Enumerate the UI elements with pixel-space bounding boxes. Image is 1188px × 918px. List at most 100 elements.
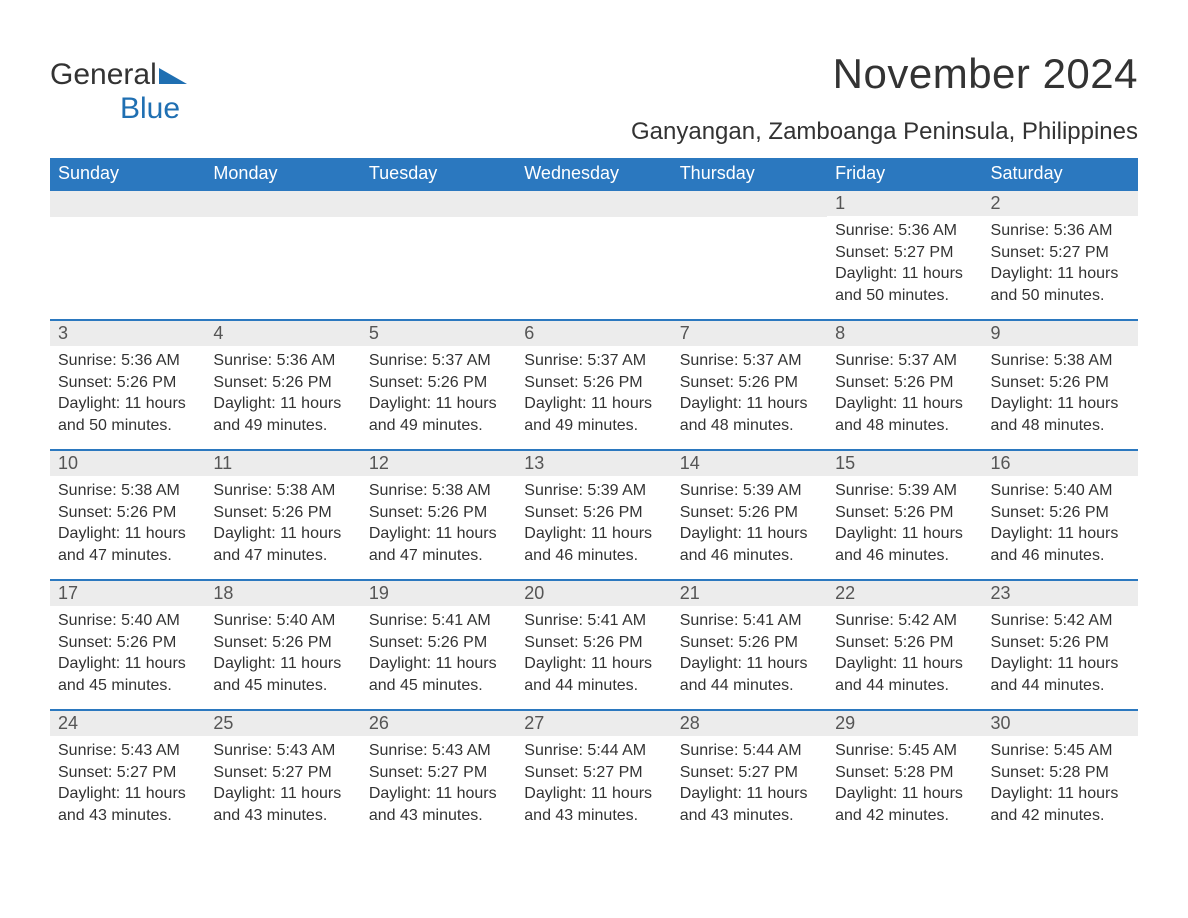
sunset-line: Sunset: 5:26 PM: [369, 372, 508, 394]
day-number: 21: [672, 581, 827, 606]
day-number: 3: [50, 321, 205, 346]
sunset-value: 5:26 PM: [428, 634, 488, 651]
sunset-line: Sunset: 5:26 PM: [524, 502, 663, 524]
daylight-line: Daylight: 11 hours and 43 minutes.: [213, 783, 352, 826]
weekday-header: Thursday: [672, 158, 827, 190]
day-details: Sunrise: 5:45 AMSunset: 5:28 PMDaylight:…: [983, 736, 1138, 832]
sunset-label: Sunset:: [835, 504, 889, 521]
daylight-label: Daylight:: [680, 785, 742, 802]
sunset-line: Sunset: 5:26 PM: [991, 372, 1130, 394]
day-cell: 25Sunrise: 5:43 AMSunset: 5:27 PMDayligh…: [205, 710, 360, 840]
sunset-label: Sunset:: [58, 634, 112, 651]
sunrise-value: 5:40 AM: [1054, 482, 1113, 499]
sunset-line: Sunset: 5:27 PM: [991, 242, 1130, 264]
sunset-value: 5:26 PM: [738, 374, 798, 391]
logo-flag-icon: [159, 64, 187, 84]
sunset-label: Sunset:: [835, 764, 889, 781]
sunrise-line: Sunrise: 5:36 AM: [213, 350, 352, 372]
sunset-line: Sunset: 5:27 PM: [835, 242, 974, 264]
day-number: 8: [827, 321, 982, 346]
daylight-line: Daylight: 11 hours and 47 minutes.: [58, 523, 197, 566]
weekday-header: Friday: [827, 158, 982, 190]
daylight-label: Daylight:: [991, 655, 1053, 672]
sunset-label: Sunset:: [991, 764, 1045, 781]
daylight-label: Daylight:: [58, 785, 120, 802]
sunrise-line: Sunrise: 5:45 AM: [835, 740, 974, 762]
sunset-label: Sunset:: [213, 764, 267, 781]
sunrise-label: Sunrise:: [213, 742, 272, 759]
day-details: Sunrise: 5:37 AMSunset: 5:26 PMDaylight:…: [672, 346, 827, 442]
sunset-line: Sunset: 5:26 PM: [369, 502, 508, 524]
sunset-value: 5:26 PM: [1049, 504, 1109, 521]
sunset-value: 5:27 PM: [1049, 244, 1109, 261]
empty-daynum-bar: [672, 191, 827, 217]
sunset-label: Sunset:: [680, 374, 734, 391]
day-cell: 10Sunrise: 5:38 AMSunset: 5:26 PMDayligh…: [50, 450, 205, 580]
sunset-value: 5:26 PM: [738, 634, 798, 651]
daylight-line: Daylight: 11 hours and 43 minutes.: [58, 783, 197, 826]
sunrise-line: Sunrise: 5:42 AM: [991, 610, 1130, 632]
sunset-label: Sunset:: [835, 374, 889, 391]
day-cell: 14Sunrise: 5:39 AMSunset: 5:26 PMDayligh…: [672, 450, 827, 580]
sunset-value: 5:26 PM: [583, 374, 643, 391]
sunrise-line: Sunrise: 5:44 AM: [680, 740, 819, 762]
sunset-value: 5:26 PM: [583, 504, 643, 521]
sunset-label: Sunset:: [213, 504, 267, 521]
logo-text: General Blue: [50, 58, 187, 126]
page-title: November 2024: [631, 50, 1138, 98]
day-details: Sunrise: 5:42 AMSunset: 5:26 PMDaylight:…: [983, 606, 1138, 702]
day-number: 28: [672, 711, 827, 736]
weekday-header: Tuesday: [361, 158, 516, 190]
sunset-line: Sunset: 5:26 PM: [835, 502, 974, 524]
empty-daynum-bar: [205, 191, 360, 217]
sunrise-value: 5:39 AM: [898, 482, 957, 499]
sunset-value: 5:26 PM: [583, 634, 643, 651]
day-number: 9: [983, 321, 1138, 346]
sunset-line: Sunset: 5:26 PM: [213, 632, 352, 654]
day-number: 6: [516, 321, 671, 346]
sunrise-label: Sunrise:: [991, 742, 1050, 759]
sunrise-label: Sunrise:: [369, 482, 428, 499]
sunset-value: 5:26 PM: [117, 374, 177, 391]
daylight-label: Daylight:: [991, 525, 1053, 542]
sunset-line: Sunset: 5:26 PM: [991, 502, 1130, 524]
sunset-label: Sunset:: [524, 504, 578, 521]
sunrise-value: 5:38 AM: [432, 482, 491, 499]
sunset-line: Sunset: 5:26 PM: [524, 372, 663, 394]
sunset-value: 5:28 PM: [894, 764, 954, 781]
sunset-label: Sunset:: [680, 634, 734, 651]
sunset-line: Sunset: 5:26 PM: [835, 372, 974, 394]
day-cell: 9Sunrise: 5:38 AMSunset: 5:26 PMDaylight…: [983, 320, 1138, 450]
day-cell: 21Sunrise: 5:41 AMSunset: 5:26 PMDayligh…: [672, 580, 827, 710]
sunset-line: Sunset: 5:26 PM: [58, 502, 197, 524]
logo-word1: General: [50, 58, 157, 91]
daylight-label: Daylight:: [213, 785, 275, 802]
empty-daynum-bar: [50, 191, 205, 217]
day-cell: 3Sunrise: 5:36 AMSunset: 5:26 PMDaylight…: [50, 320, 205, 450]
day-number: 17: [50, 581, 205, 606]
daylight-line: Daylight: 11 hours and 43 minutes.: [369, 783, 508, 826]
sunrise-value: 5:43 AM: [277, 742, 336, 759]
day-number: 18: [205, 581, 360, 606]
day-details: Sunrise: 5:40 AMSunset: 5:26 PMDaylight:…: [205, 606, 360, 702]
daylight-label: Daylight:: [213, 655, 275, 672]
day-details: Sunrise: 5:43 AMSunset: 5:27 PMDaylight:…: [361, 736, 516, 832]
sunset-label: Sunset:: [524, 634, 578, 651]
sunrise-label: Sunrise:: [58, 612, 117, 629]
week-row: 17Sunrise: 5:40 AMSunset: 5:26 PMDayligh…: [50, 580, 1138, 710]
sunrise-label: Sunrise:: [58, 352, 117, 369]
day-details: Sunrise: 5:38 AMSunset: 5:26 PMDaylight:…: [50, 476, 205, 572]
sunset-value: 5:28 PM: [1049, 764, 1109, 781]
sunset-line: Sunset: 5:26 PM: [213, 502, 352, 524]
sunrise-value: 5:37 AM: [587, 352, 646, 369]
day-cell: [516, 190, 671, 320]
sunrise-value: 5:37 AM: [432, 352, 491, 369]
sunrise-value: 5:36 AM: [277, 352, 336, 369]
sunset-line: Sunset: 5:26 PM: [991, 632, 1130, 654]
sunset-value: 5:26 PM: [894, 374, 954, 391]
sunset-value: 5:26 PM: [738, 504, 798, 521]
sunset-value: 5:26 PM: [894, 504, 954, 521]
day-cell: 22Sunrise: 5:42 AMSunset: 5:26 PMDayligh…: [827, 580, 982, 710]
day-details: Sunrise: 5:39 AMSunset: 5:26 PMDaylight:…: [672, 476, 827, 572]
sunrise-label: Sunrise:: [835, 352, 894, 369]
